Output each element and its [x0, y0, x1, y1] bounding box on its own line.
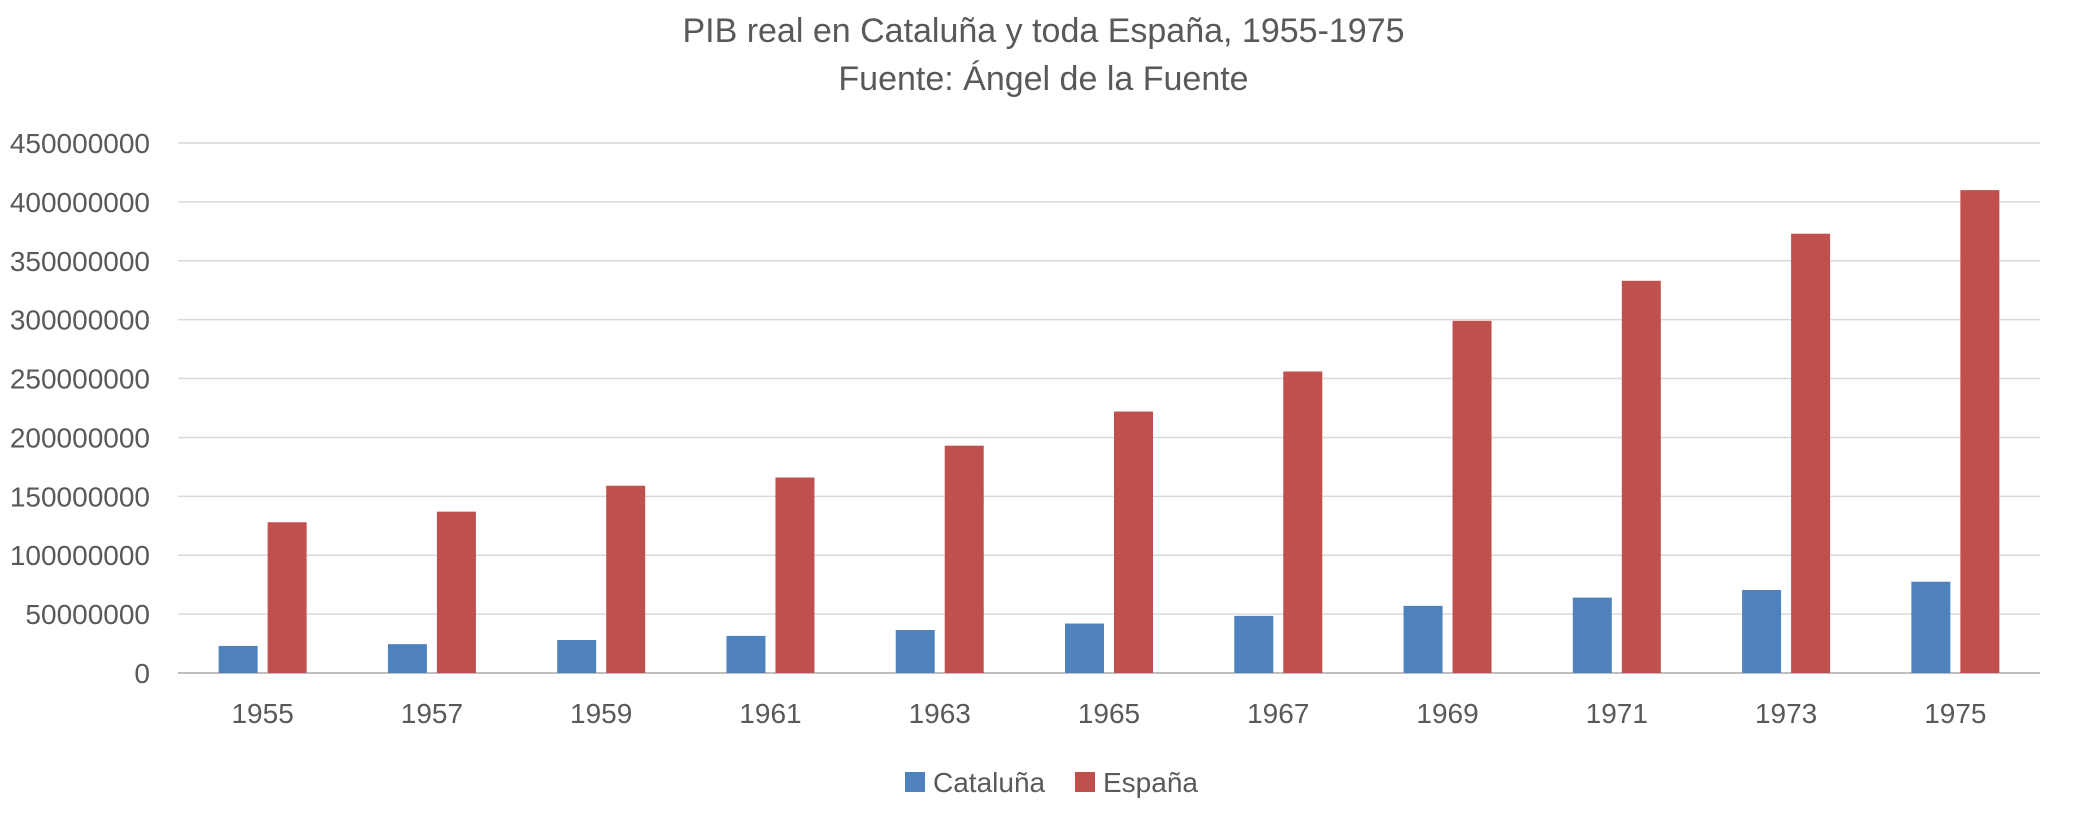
bars — [218, 190, 2000, 673]
y-tick-label: 200000000 — [10, 422, 150, 453]
bar-espaa-1963 — [944, 445, 984, 673]
bar-espaa-1955 — [267, 522, 307, 673]
legend: Cataluña España — [905, 767, 1198, 798]
bar-catalua-1971 — [1572, 597, 1612, 673]
bar-espaa-1967 — [1283, 371, 1323, 673]
y-tick-label: 400000000 — [10, 187, 150, 218]
bar-espaa-1965 — [1114, 411, 1153, 673]
x-tick-label: 1967 — [1247, 698, 1309, 729]
chart-subtitle: Fuente: Ángel de la Fuente — [838, 60, 1249, 98]
x-tick-label: 1973 — [1755, 698, 1817, 729]
x-tick-label: 1955 — [231, 698, 293, 729]
bar-catalua-1975 — [1911, 581, 1951, 673]
y-tick-label: 100000000 — [10, 540, 150, 571]
x-tick-label: 1971 — [1586, 698, 1648, 729]
bar-espaa-1959 — [606, 485, 646, 673]
y-tick-label: 50000000 — [25, 599, 150, 630]
bar-espaa-1961 — [775, 477, 815, 673]
legend-label: Cataluña — [933, 767, 1046, 798]
x-tick-label: 1963 — [909, 698, 971, 729]
bar-catalua-1965 — [1065, 623, 1104, 673]
bar-catalua-1973 — [1742, 589, 1782, 673]
bar-espaa-1971 — [1621, 280, 1661, 673]
y-tick-label: 350000000 — [10, 246, 150, 277]
bar-espaa-1969 — [1452, 320, 1492, 673]
x-axis-ticks: 1955 1957 1959 1961 1963 1965 1967 1969 1971 1973… — [231, 698, 1986, 729]
bar-espaa-1973 — [1791, 233, 1831, 673]
y-tick-label: 300000000 — [10, 305, 150, 336]
legend-swatch — [1075, 772, 1095, 792]
x-tick-label: 1959 — [570, 698, 632, 729]
bar-catalua-1955 — [218, 645, 258, 673]
legend-label: España — [1103, 767, 1198, 798]
gridlines — [178, 142, 2040, 674]
x-tick-label: 1969 — [1416, 698, 1478, 729]
y-tick-label: 250000000 — [10, 364, 150, 395]
bar-espaa-1975 — [1960, 190, 2000, 673]
y-tick-label: 450000000 — [10, 128, 150, 159]
y-axis-ticks: 0 50000000 100000000 150000000 200000000 2500… — [10, 128, 150, 689]
x-tick-label: 1965 — [1078, 698, 1140, 729]
legend-swatch — [905, 772, 925, 792]
bar-catalua-1963 — [895, 630, 935, 673]
y-tick-label: 150000000 — [10, 481, 150, 512]
x-tick-label: 1975 — [1924, 698, 1986, 729]
x-tick-label: 1957 — [401, 698, 463, 729]
bar-catalua-1959 — [557, 640, 597, 673]
bar-catalua-1969 — [1403, 605, 1443, 673]
x-tick-label: 1961 — [739, 698, 801, 729]
bar-espaa-1957 — [436, 511, 476, 673]
bar-catalua-1957 — [387, 644, 427, 673]
chart-title: PIB real en Cataluña y toda España, 1955… — [682, 12, 1405, 50]
bar-catalua-1967 — [1234, 615, 1274, 673]
y-tick-label: 0 — [134, 658, 150, 689]
bar-catalua-1961 — [726, 635, 766, 673]
